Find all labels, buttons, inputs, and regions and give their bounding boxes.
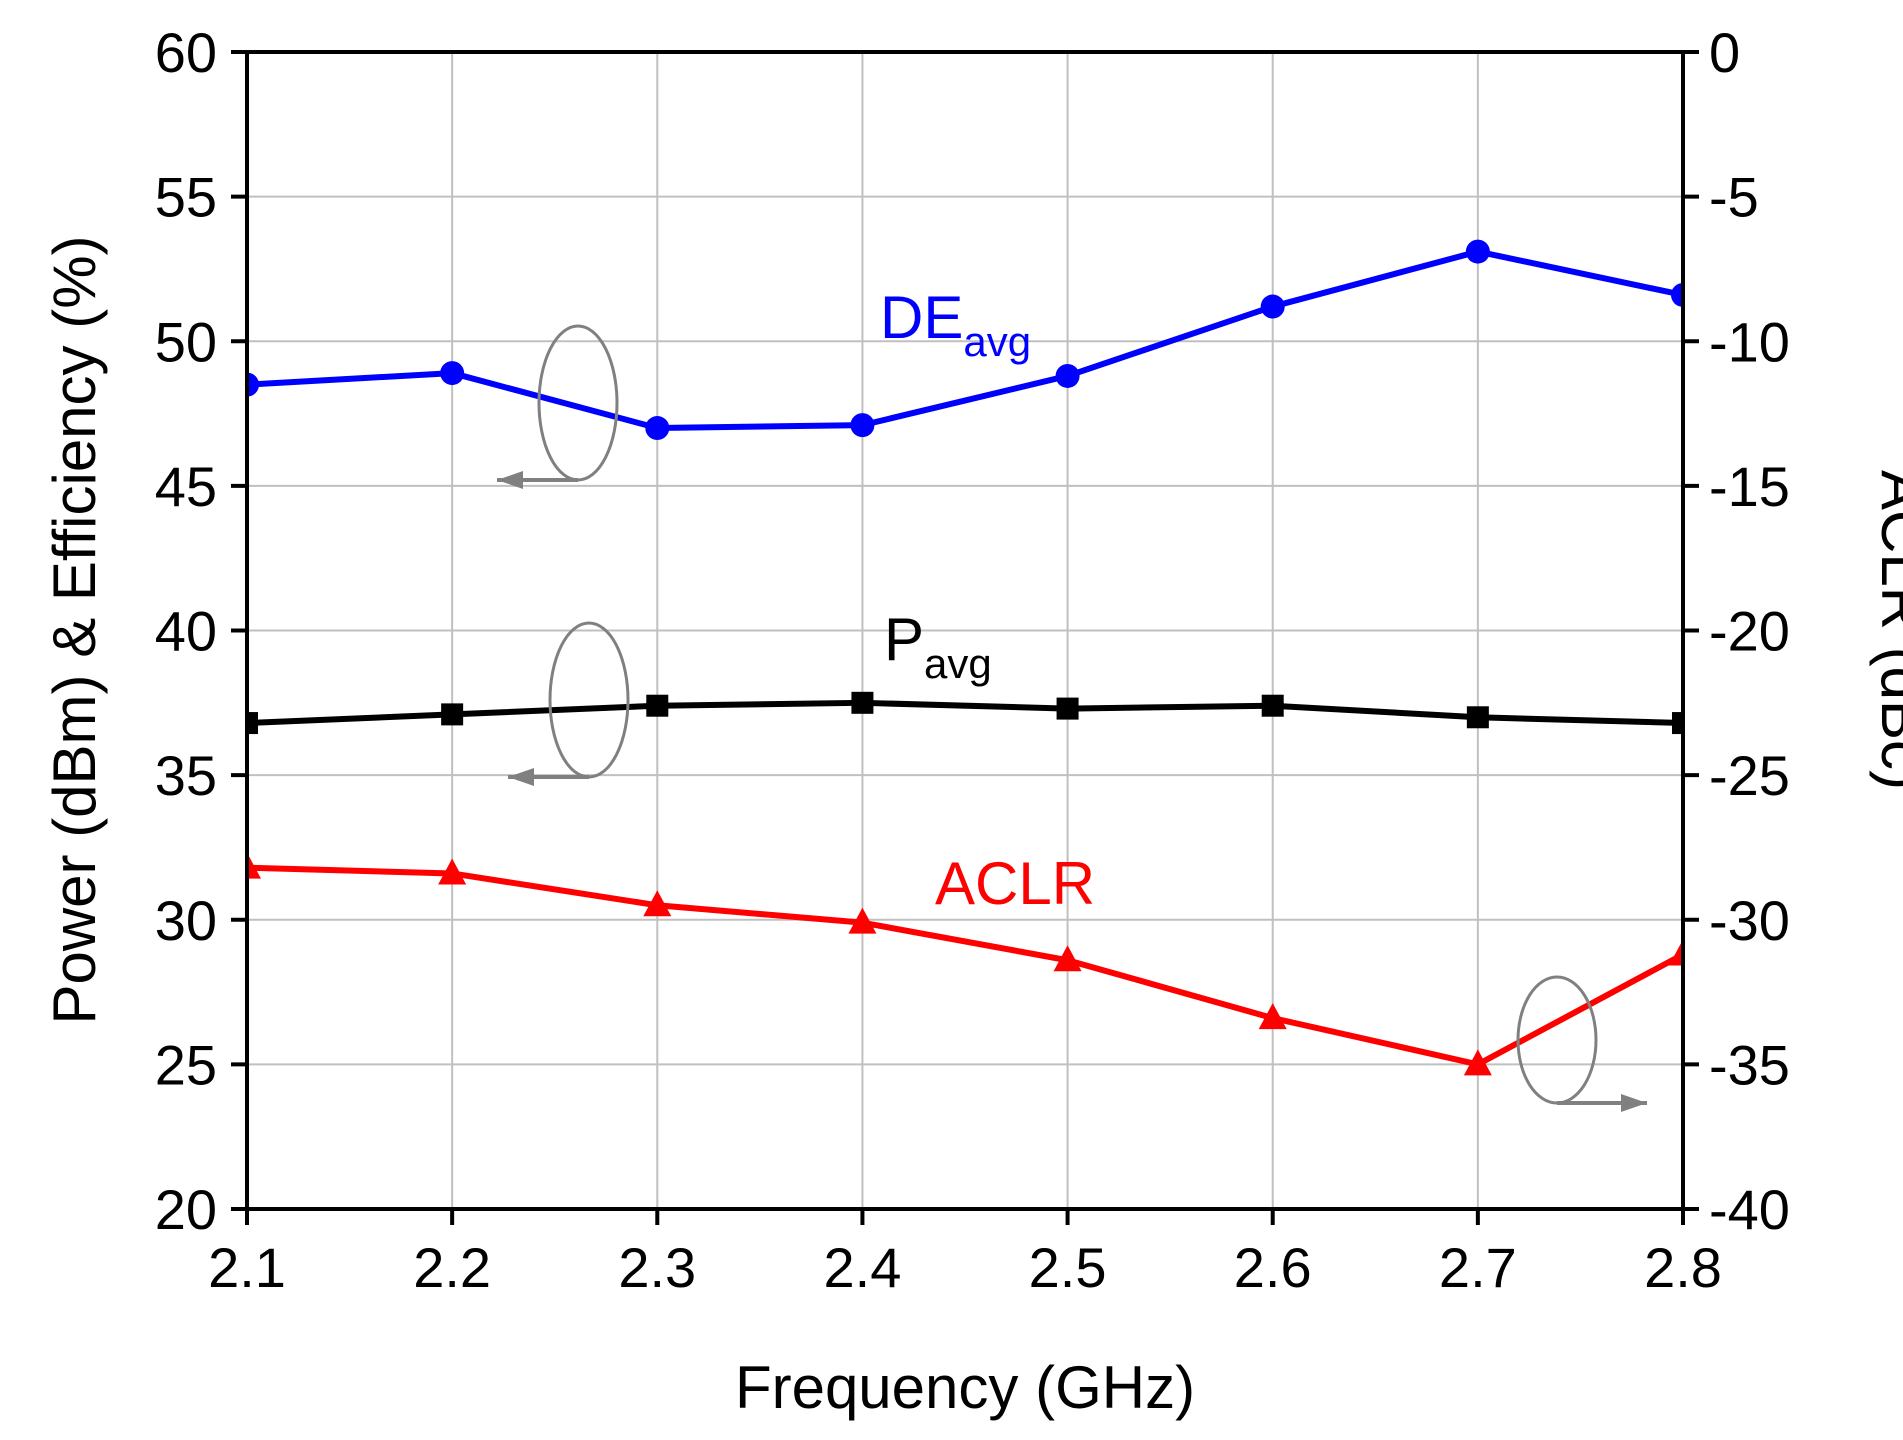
y-tick-label: 60 [155, 21, 217, 84]
series-point-de [1671, 282, 1683, 307]
series-point-p [1056, 697, 1079, 720]
y2-tick-label: -15 [1709, 455, 1790, 518]
series-point-aclr [1053, 945, 1082, 972]
series-point-de [645, 416, 670, 441]
x-tick-label: 2.1 [208, 1236, 286, 1299]
series-point-p [646, 694, 669, 717]
grid [247, 52, 1683, 1209]
series-point-de [1260, 294, 1285, 319]
series-point-p [441, 703, 464, 726]
y2-tick-label: 0 [1709, 21, 1740, 84]
series-point-aclr [848, 907, 877, 934]
y2-tick-label: -35 [1709, 1033, 1790, 1096]
y-tick-label: 55 [155, 166, 217, 229]
y2-tick-label: -20 [1709, 600, 1790, 663]
axis-annotations [497, 324, 1647, 1112]
series-point-de [1055, 363, 1080, 388]
x-tick-label: 2.8 [1644, 1236, 1722, 1299]
series-point-p [1672, 712, 1683, 735]
y2-tick-label: -5 [1709, 166, 1759, 229]
series-point-p [1261, 694, 1284, 717]
x-tick-label: 2.4 [823, 1236, 901, 1299]
y2-tick-label: -25 [1709, 744, 1790, 807]
y-tick-label: 30 [155, 889, 217, 952]
series-group [247, 239, 1683, 1076]
y-tick-label: 50 [155, 310, 217, 373]
y2-tick-label: -40 [1709, 1178, 1790, 1241]
series-line-de [247, 248, 1683, 432]
x-tick-label: 2.6 [1234, 1236, 1312, 1299]
series-point-aclr [643, 890, 672, 917]
series-point-aclr [1669, 939, 1683, 966]
y-tick-label: 25 [155, 1033, 217, 1096]
x-tick-label: 2.5 [1029, 1236, 1107, 1299]
series-line-aclr [247, 864, 1683, 1068]
series-label-p: Pavg [884, 606, 992, 687]
series-line-p [247, 699, 1683, 727]
y-tick-label: 45 [155, 455, 217, 518]
series-point-aclr [247, 852, 261, 879]
series-label-de-name: DE [880, 284, 963, 351]
series-point-de [440, 361, 465, 386]
y2-tick-label: -30 [1709, 889, 1790, 952]
series-point-aclr [1258, 1003, 1287, 1030]
x-tick-label: 2.7 [1439, 1236, 1517, 1299]
x-tick-label: 2.3 [618, 1236, 696, 1299]
series-point-aclr [438, 858, 467, 885]
series-label-de-sub: avg [963, 318, 1031, 365]
aclr-pointer-arrow-head [1621, 1094, 1647, 1112]
series-point-de [1465, 239, 1490, 264]
series-layer [247, 239, 1683, 1076]
series-point-p [1466, 706, 1489, 729]
de-pointer-arrow-head [497, 471, 523, 489]
x-tick-label: 2.2 [413, 1236, 491, 1299]
series-point-p [247, 712, 258, 735]
de-pointer-ellipse [537, 324, 619, 482]
y2-tick-label: -10 [1709, 310, 1790, 373]
series-label-aclr-name: ACLR [935, 850, 1095, 917]
series-label-de: DEavg [880, 284, 1031, 365]
series-label-p-name: P [884, 606, 924, 673]
y-tick-label: 35 [155, 744, 217, 807]
tick-layer: 2.1 2.2 2.3 2.4 2.5 2.6 2.7 2.8 20 25 30 35 40 45 50 55… [155, 21, 1790, 1299]
p-pointer-arrow-head [508, 768, 534, 786]
x-axis-title: Frequency (GHz) [735, 1354, 1195, 1421]
y-tick-label: 40 [155, 600, 217, 663]
y-tick-label: 20 [155, 1178, 217, 1241]
series-point-de [850, 413, 875, 438]
series-point-p [851, 691, 874, 714]
series-label-aclr: ACLR [935, 850, 1095, 917]
p-pointer-ellipse [548, 621, 630, 779]
y-axis-title: Power (dBm) & Efficiency (%) [41, 235, 108, 1024]
series-label-p-sub: avg [924, 640, 992, 687]
series-point-de [247, 372, 259, 397]
series-point-aclr [1463, 1049, 1492, 1076]
y2-axis-title: ACLR (dBc) [1869, 470, 1903, 790]
